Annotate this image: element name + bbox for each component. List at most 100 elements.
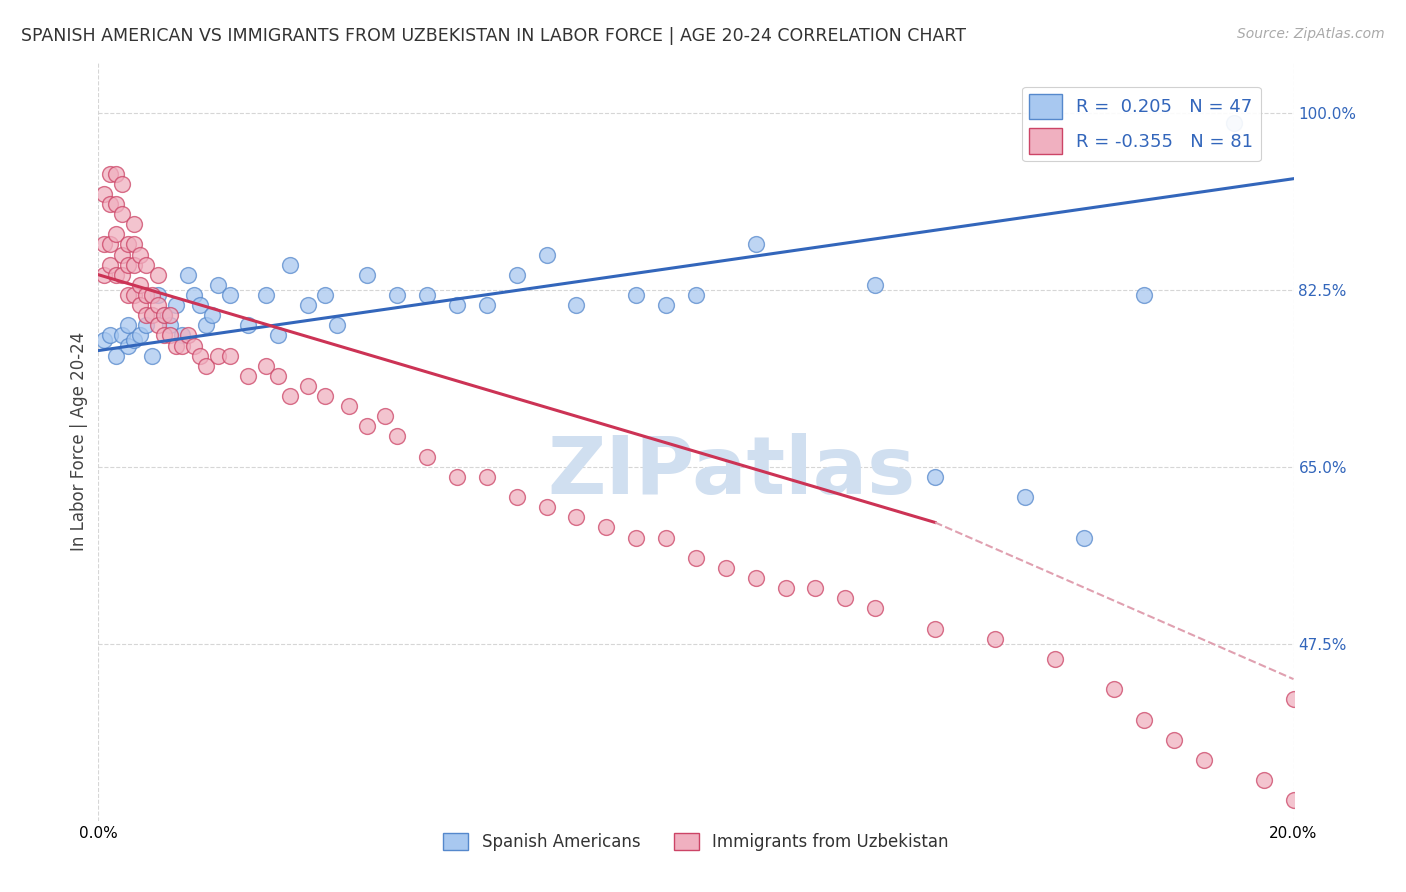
Point <box>385 288 409 302</box>
Point <box>416 450 439 464</box>
Point <box>117 288 139 302</box>
Point <box>745 571 768 585</box>
Point <box>98 197 122 211</box>
Point <box>745 237 768 252</box>
Point <box>124 288 146 302</box>
Point <box>315 389 337 403</box>
Point <box>188 349 211 363</box>
Point <box>865 601 887 615</box>
Point <box>124 217 146 231</box>
Point <box>339 399 361 413</box>
Point <box>141 349 163 363</box>
Point <box>148 288 170 302</box>
Point <box>1192 753 1215 767</box>
Point <box>626 288 648 302</box>
Point <box>129 277 152 292</box>
Point <box>159 308 181 322</box>
Point <box>105 268 128 282</box>
Point <box>267 368 290 383</box>
Point <box>685 550 707 565</box>
Point <box>207 349 229 363</box>
Point <box>1014 490 1036 504</box>
Point <box>105 349 128 363</box>
Point <box>105 227 128 242</box>
Point <box>129 298 152 312</box>
Point <box>278 389 301 403</box>
Y-axis label: In Labor Force | Age 20-24: In Labor Force | Age 20-24 <box>70 332 89 551</box>
Point <box>236 318 259 333</box>
Point <box>416 288 439 302</box>
Point <box>1253 773 1275 788</box>
Point <box>536 247 558 261</box>
Point <box>326 318 349 333</box>
Point <box>98 237 122 252</box>
Point <box>98 328 122 343</box>
Point <box>714 561 737 575</box>
Point <box>984 632 1007 646</box>
Point <box>124 334 146 348</box>
Point <box>93 268 115 282</box>
Point <box>1223 116 1246 130</box>
Point <box>111 268 134 282</box>
Point <box>356 268 378 282</box>
Point <box>1133 288 1156 302</box>
Point <box>297 379 319 393</box>
Point <box>446 470 468 484</box>
Point <box>865 277 887 292</box>
Point <box>117 237 139 252</box>
Point <box>135 258 157 272</box>
Point <box>1133 713 1156 727</box>
Point <box>254 288 277 302</box>
Text: ZIPatlas: ZIPatlas <box>548 433 915 511</box>
Point <box>626 531 648 545</box>
Point <box>775 581 797 595</box>
Point <box>159 328 181 343</box>
Point <box>195 359 218 373</box>
Point <box>129 247 152 261</box>
Point <box>141 288 163 302</box>
Point <box>183 288 205 302</box>
Point <box>278 258 301 272</box>
Point <box>124 237 146 252</box>
Point <box>111 328 134 343</box>
Point <box>111 207 134 221</box>
Point <box>117 258 139 272</box>
Point <box>385 429 409 443</box>
Point <box>685 288 707 302</box>
Point <box>111 247 134 261</box>
Point <box>172 338 194 352</box>
Point <box>111 177 134 191</box>
Point <box>1104 682 1126 697</box>
Point <box>172 328 194 343</box>
Point <box>117 318 139 333</box>
Point <box>804 581 827 595</box>
Point <box>219 288 242 302</box>
Point <box>1073 531 1095 545</box>
Point <box>183 338 205 352</box>
Point <box>117 338 139 352</box>
Point <box>565 510 588 524</box>
Text: SPANISH AMERICAN VS IMMIGRANTS FROM UZBEKISTAN IN LABOR FORCE | AGE 20-24 CORREL: SPANISH AMERICAN VS IMMIGRANTS FROM UZBE… <box>21 27 966 45</box>
Point <box>124 258 146 272</box>
Point <box>159 318 181 333</box>
Point <box>565 298 588 312</box>
Point <box>135 288 157 302</box>
Point <box>315 288 337 302</box>
Point <box>177 328 200 343</box>
Point <box>188 298 211 312</box>
Point <box>1043 652 1066 666</box>
Text: Source: ZipAtlas.com: Source: ZipAtlas.com <box>1237 27 1385 41</box>
Point <box>655 531 678 545</box>
Point <box>98 258 122 272</box>
Point <box>153 308 176 322</box>
Point <box>924 470 946 484</box>
Point <box>924 622 946 636</box>
Point <box>98 167 122 181</box>
Point <box>219 349 242 363</box>
Point <box>267 328 290 343</box>
Point <box>506 490 529 504</box>
Point <box>236 368 259 383</box>
Point <box>148 298 170 312</box>
Point <box>595 520 617 534</box>
Point <box>834 591 856 606</box>
